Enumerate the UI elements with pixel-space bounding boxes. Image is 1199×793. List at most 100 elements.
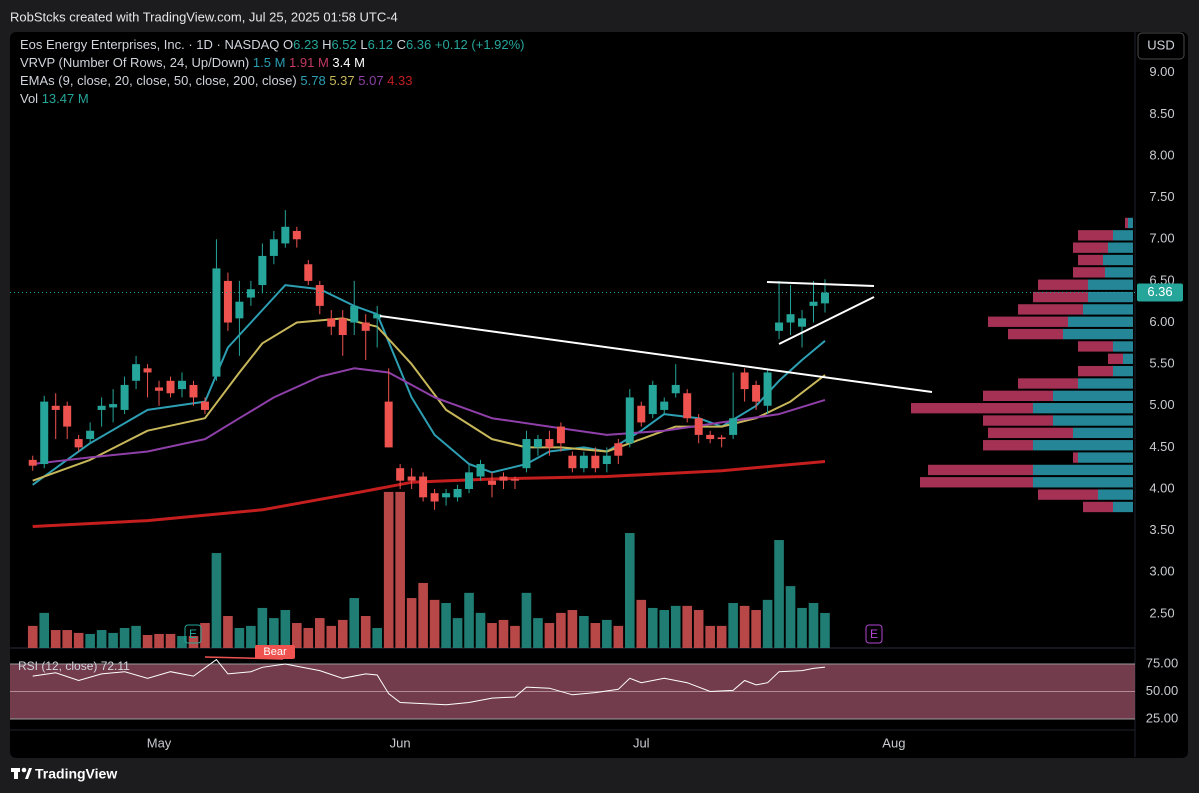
profile-down bbox=[1078, 365, 1113, 377]
candle-body bbox=[407, 476, 416, 481]
profile-down bbox=[983, 390, 1053, 402]
x-tick-label: May bbox=[147, 735, 172, 750]
last-price-label: 6.36 bbox=[1147, 284, 1172, 299]
volume-bar bbox=[567, 610, 578, 648]
candle-body bbox=[97, 405, 106, 410]
candle-body bbox=[660, 401, 669, 410]
candle-body bbox=[200, 401, 209, 410]
volume-bar bbox=[441, 602, 451, 648]
profile-up bbox=[1113, 501, 1133, 513]
candle-body bbox=[568, 455, 577, 469]
candle-body bbox=[223, 280, 232, 323]
volume-bar bbox=[429, 599, 440, 648]
rsi-value: 72.11 bbox=[101, 659, 130, 673]
volume-bar bbox=[395, 491, 405, 648]
candle-body bbox=[86, 430, 95, 440]
y-tick-label: 6.00 bbox=[1149, 314, 1174, 329]
change: +0.12 (+1.92%) bbox=[435, 37, 525, 52]
x-tick-label: Aug bbox=[882, 735, 905, 750]
ema-value: 4.33 bbox=[387, 73, 412, 88]
y-tick-label: 4.00 bbox=[1149, 480, 1174, 495]
triangle-top bbox=[766, 281, 875, 287]
currency-label: USD bbox=[1147, 37, 1174, 52]
volume-bars bbox=[27, 491, 830, 648]
profile-up bbox=[1033, 403, 1133, 414]
volume-bar bbox=[142, 634, 153, 648]
y-tick-label: 9.00 bbox=[1149, 64, 1174, 79]
ohlc-value: 6.23 bbox=[293, 37, 318, 52]
currency-button[interactable] bbox=[1137, 32, 1185, 60]
volume-bar bbox=[533, 618, 543, 648]
volume-bar bbox=[85, 633, 95, 648]
profile-down bbox=[1038, 489, 1098, 500]
bear-badge bbox=[255, 645, 295, 659]
volume-bar bbox=[693, 610, 704, 648]
profile-up bbox=[1078, 452, 1133, 463]
candle-body bbox=[476, 464, 485, 477]
candle-body bbox=[132, 364, 141, 381]
candle-body bbox=[177, 380, 186, 390]
header: RobStcks created with TradingView.com, J… bbox=[10, 9, 398, 24]
profile-up bbox=[1088, 291, 1133, 303]
legend-line: EMAs (9, close, 20, close, 50, close, 20… bbox=[20, 73, 413, 88]
candle-body bbox=[545, 439, 554, 448]
profile-up bbox=[1113, 365, 1133, 377]
candle-body bbox=[637, 405, 646, 423]
ema-value: 5.07 bbox=[358, 73, 383, 88]
bear-label: Bear bbox=[263, 646, 287, 658]
candle-body bbox=[602, 455, 611, 465]
profile-down bbox=[988, 316, 1068, 327]
profile-up bbox=[1073, 427, 1133, 439]
volume-bar bbox=[314, 618, 325, 648]
profile-up bbox=[1098, 489, 1133, 500]
volume-bar bbox=[188, 636, 199, 648]
rsi-tick-label: 75.00 bbox=[1146, 655, 1179, 670]
profile-up bbox=[1033, 464, 1133, 476]
chart-area bbox=[10, 32, 1188, 758]
volume-bar bbox=[705, 625, 715, 648]
profile-down bbox=[1083, 501, 1113, 513]
profile-down bbox=[1078, 254, 1103, 266]
profile-up bbox=[1103, 254, 1133, 266]
candle-body bbox=[109, 404, 118, 408]
volume-bar bbox=[326, 625, 337, 648]
profile-up bbox=[1123, 353, 1133, 364]
earnings-marker[interactable] bbox=[184, 624, 202, 644]
volume-bar bbox=[475, 612, 486, 648]
candle-body bbox=[143, 368, 152, 373]
candle-body bbox=[740, 372, 749, 390]
profile-up bbox=[1088, 279, 1133, 290]
profile-down bbox=[1073, 452, 1078, 463]
candle-body bbox=[166, 380, 175, 394]
vrvp-label: VRVP (Number Of Rows, 24, Up/Down) bbox=[20, 55, 249, 70]
rsi-label: RSI (12, close) bbox=[18, 659, 97, 673]
earnings-label: E bbox=[870, 627, 878, 641]
ohlc-letter: L bbox=[360, 37, 367, 52]
earnings-marker[interactable] bbox=[865, 624, 883, 644]
volume-bar bbox=[647, 607, 658, 648]
volume-bar bbox=[39, 612, 50, 648]
candle-body bbox=[706, 434, 715, 440]
volume-bar bbox=[62, 630, 72, 648]
volume-bar bbox=[96, 630, 107, 648]
y-tick-label: 7.50 bbox=[1149, 189, 1174, 204]
volume-bar bbox=[406, 598, 417, 648]
volume-bar bbox=[820, 612, 830, 648]
candle-body bbox=[430, 493, 439, 502]
y-tick-label: 8.50 bbox=[1149, 106, 1174, 121]
volume-bar bbox=[418, 582, 428, 648]
profile-up bbox=[1063, 328, 1133, 340]
y-tick-label: 3.00 bbox=[1149, 564, 1174, 579]
tradingview-logo bbox=[11, 767, 32, 779]
rsi-tick-label: 50.00 bbox=[1146, 683, 1179, 698]
profile-up bbox=[1128, 217, 1133, 229]
profile-down bbox=[920, 477, 1033, 488]
candle-body bbox=[212, 268, 221, 377]
volume-profile bbox=[911, 217, 1133, 513]
volume-bar bbox=[762, 599, 773, 648]
candle-body bbox=[671, 384, 680, 394]
volume-bar bbox=[349, 598, 360, 648]
candle-body bbox=[155, 387, 164, 391]
rsi-line bbox=[32, 658, 826, 706]
